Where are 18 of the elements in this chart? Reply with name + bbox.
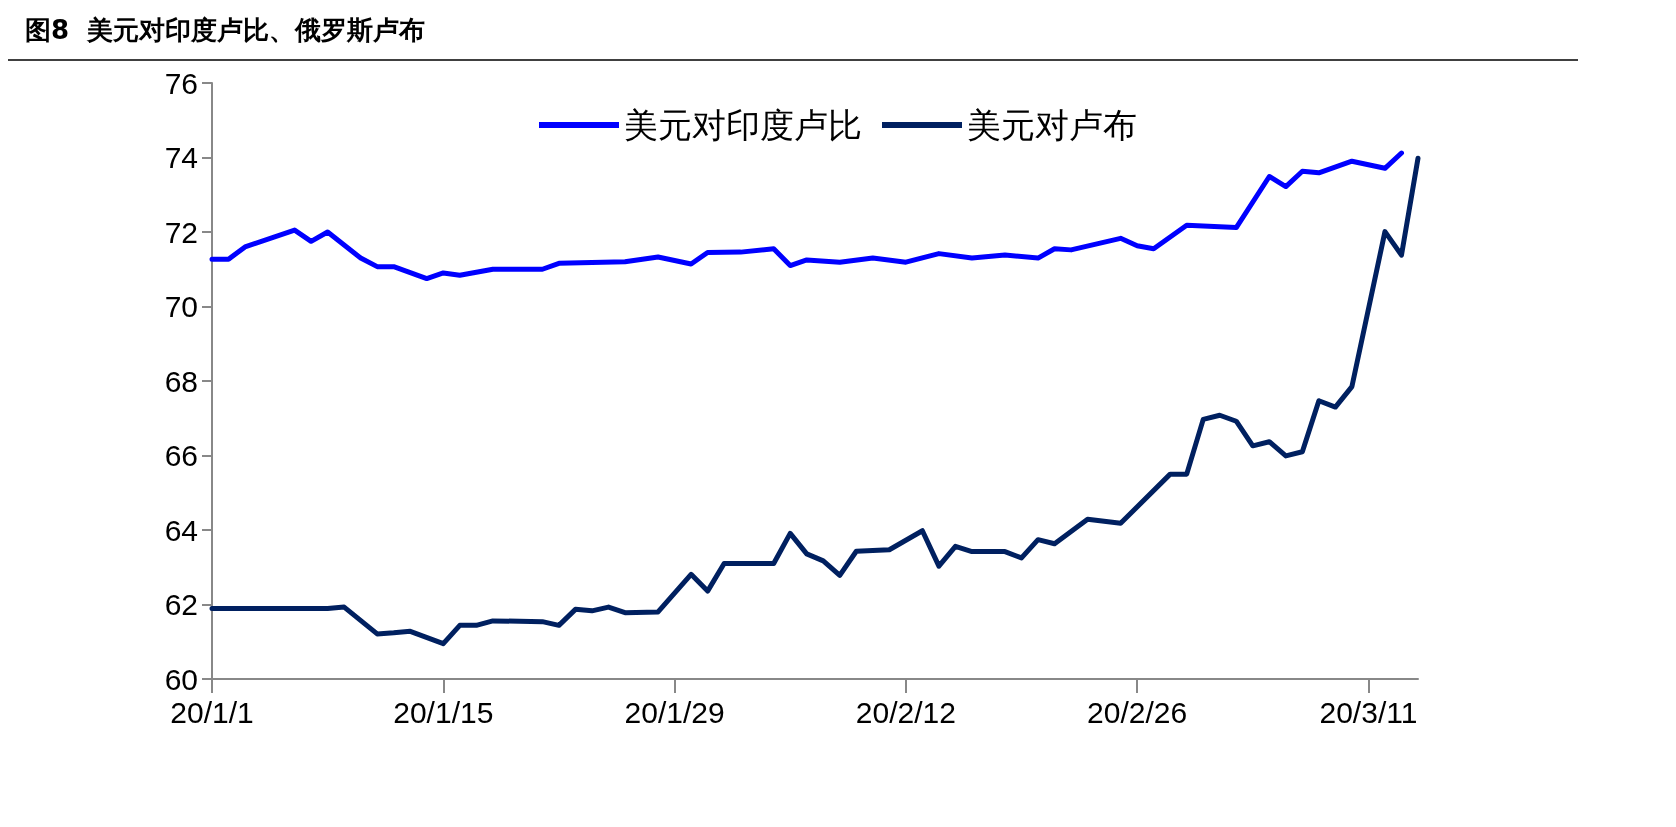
y-tick-label: 74 <box>164 141 198 174</box>
y-tick-label: 72 <box>164 215 198 249</box>
y-tick-label: 76 <box>164 66 198 100</box>
x-tick-label: 20/1/29 <box>624 695 725 729</box>
y-tick-label: 62 <box>164 588 198 621</box>
y-tick-label: 68 <box>164 364 198 398</box>
y-tick-label: 64 <box>164 513 198 547</box>
y-tick-label: 66 <box>164 439 198 472</box>
legend-label: 美元对印度卢比 <box>624 105 862 145</box>
y-tick-label: 60 <box>164 662 198 696</box>
x-tick-label: 20/1/15 <box>393 695 494 729</box>
y-tick-label: 70 <box>164 290 198 323</box>
x-tick-label: 20/3/11 <box>1319 695 1418 729</box>
x-tick-label: 20/2/26 <box>1087 695 1188 729</box>
legend-label: 美元对卢布 <box>967 105 1137 145</box>
x-tick-label: 20/1/1 <box>170 695 254 729</box>
chart-title: 图8 美元对印度卢比、俄罗斯卢布 <box>25 15 426 45</box>
x-tick-label: 20/2/12 <box>855 695 956 729</box>
